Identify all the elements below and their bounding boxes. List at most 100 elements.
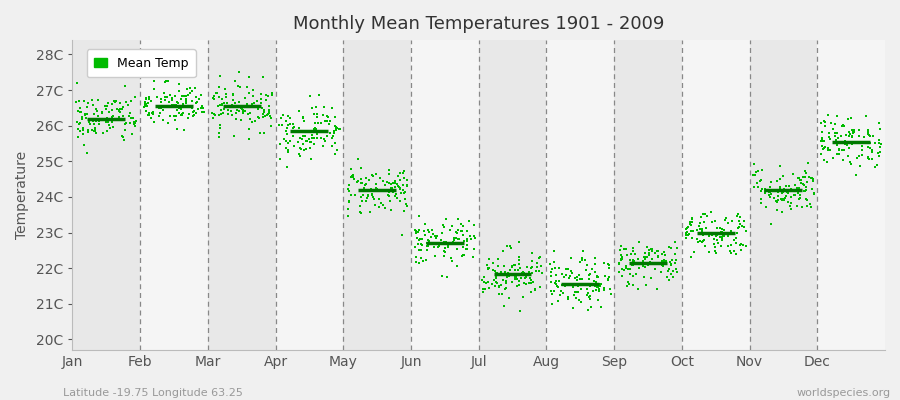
Point [654,251,669,257]
Point [392,186,407,193]
Point [691,223,706,230]
Point [395,231,410,238]
Point [796,174,811,180]
Point [354,176,368,182]
Point [400,202,414,209]
Point [128,93,142,100]
Point [564,268,579,274]
Point [349,178,364,185]
Point [429,232,444,239]
Point [224,108,238,114]
Point [490,270,504,276]
Point [753,200,768,206]
Point [631,256,645,262]
Point [194,104,208,111]
Text: Latitude -19.75 Longitude 63.25: Latitude -19.75 Longitude 63.25 [63,388,243,398]
Point [570,289,584,295]
Point [442,241,456,247]
Point [397,190,411,196]
Point [174,112,188,118]
Point [571,288,585,295]
Point [106,112,121,119]
Point [705,219,719,225]
Point [575,257,590,264]
Point [799,196,814,203]
Point [505,278,519,285]
Bar [479,40,546,350]
Point [259,112,274,118]
Point [86,118,101,124]
Point [421,236,436,243]
Point [298,133,312,139]
Point [638,254,652,260]
Point [162,99,176,106]
Point [816,146,831,152]
Point [236,107,250,114]
Point [174,106,188,112]
Point [597,284,611,291]
Point [120,99,134,105]
Point [292,153,307,159]
Point [527,287,542,293]
Point [420,226,435,233]
Point [302,139,317,146]
Point [516,269,530,275]
Point [580,292,595,298]
Point [509,276,524,282]
Point [240,84,255,91]
Bar [750,40,817,350]
Point [872,137,886,144]
Point [232,104,247,110]
Point [532,268,546,274]
Point [281,149,295,155]
Point [602,286,616,292]
Point [547,248,562,254]
Point [381,192,395,198]
Point [383,180,398,187]
Point [868,164,883,170]
Point [834,123,849,130]
Point [746,172,760,178]
Point [252,115,266,122]
Point [780,188,795,194]
Point [758,189,772,196]
Point [296,114,310,120]
Point [626,262,641,268]
Point [144,114,158,121]
Point [818,119,832,126]
Point [188,100,202,107]
Point [838,138,852,145]
Point [478,286,492,292]
Point [195,109,210,115]
Point [822,130,836,136]
Point [238,108,252,114]
Point [232,98,247,105]
Point [476,279,491,286]
Point [784,186,798,192]
Point [481,279,495,285]
Point [277,136,292,142]
Point [369,185,383,192]
Point [410,228,425,235]
Point [179,96,194,102]
Point [501,295,516,301]
Point [732,218,746,224]
Point [420,243,435,249]
Point [711,240,725,246]
Point [679,235,693,241]
Point [571,282,585,289]
Point [345,174,359,180]
Point [662,266,676,272]
Point [176,111,190,117]
Point [438,216,453,222]
Point [265,90,279,96]
Point [590,273,604,280]
Point [166,102,181,108]
Point [386,180,400,186]
Point [521,280,535,287]
Point [770,188,785,195]
Point [467,246,482,252]
Point [263,113,277,119]
Point [455,244,470,251]
Point [351,156,365,163]
